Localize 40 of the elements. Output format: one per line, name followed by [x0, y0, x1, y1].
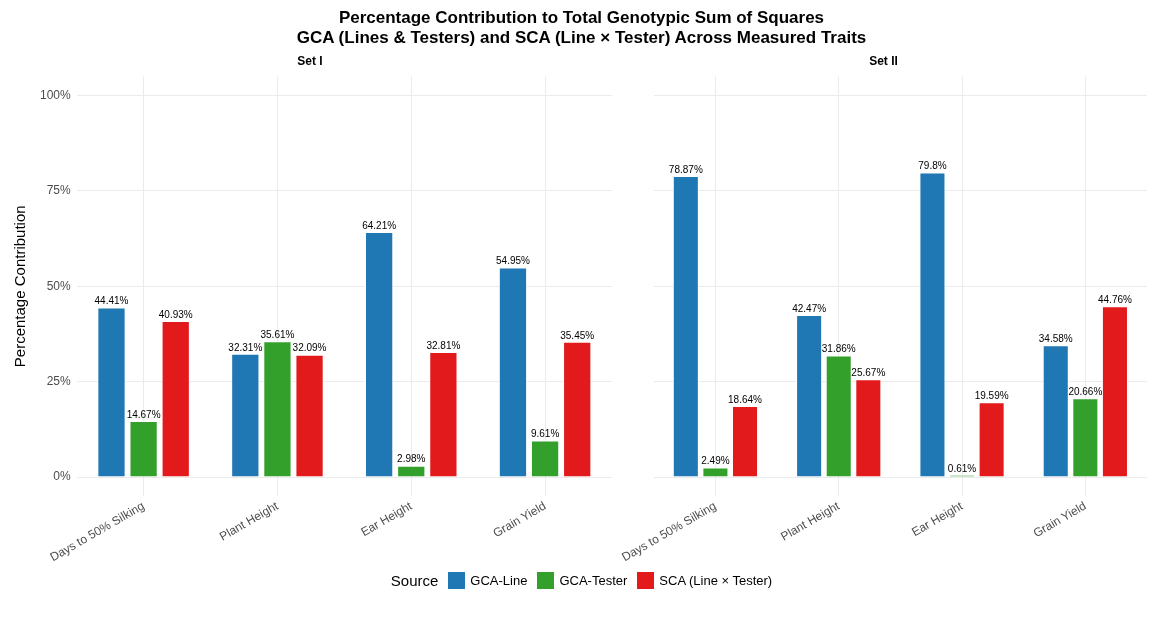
data-label: 78.87% — [668, 163, 703, 175]
y-tick-label: 50% — [46, 278, 72, 293]
data-label: 20.66% — [1068, 386, 1103, 397]
data-label: 64.21% — [362, 219, 397, 231]
data-label: 35.45% — [560, 329, 595, 341]
legend-label: SCA (Line × Tester) — [659, 573, 773, 588]
data-label: 34.58% — [1038, 332, 1073, 344]
x-tick-label: Grain Yield — [1030, 498, 1089, 541]
data-label: 2.49% — [701, 455, 730, 467]
legend-label: GCA-Line — [470, 573, 528, 588]
data-label: 79.8% — [918, 160, 947, 172]
text: Set I — [297, 53, 323, 68]
data-label: 32.09% — [292, 342, 327, 354]
data-label: 54.95% — [496, 255, 531, 267]
data-label: 44.41% — [94, 295, 129, 307]
data-label: 31.86% — [821, 343, 856, 355]
data-label: 32.81% — [426, 339, 461, 351]
legend-label: GCA-Tester — [559, 573, 628, 588]
data-label: 14.67% — [126, 408, 161, 420]
data-label: 42.47% — [792, 302, 827, 314]
data-label: 35.61% — [260, 328, 295, 340]
data-label: 40.93% — [158, 308, 193, 320]
data-label: 44.76% — [1097, 294, 1132, 306]
data-label: 9.61% — [530, 428, 560, 440]
data-label: 25.67% — [851, 366, 886, 378]
data-label: 32.31% — [228, 341, 263, 353]
y-tick-label: 75% — [46, 183, 72, 198]
data-label: 19.59% — [974, 390, 1009, 402]
y-tick-label: 0% — [53, 469, 72, 484]
y-tick-label: 100% — [39, 87, 72, 102]
y-tick-label: 25% — [46, 374, 72, 388]
data-label: 2.98% — [397, 453, 426, 465]
chart-title: Set II — [869, 53, 898, 68]
x-tick-label: Grain Yield — [490, 498, 549, 541]
legend-title: Source — [390, 572, 439, 589]
chart-subtitle: GCA (Lines & Testers) and SCA (Line × Tester) Across Measured Traits — [295, 28, 868, 48]
y-axis-title: Percentage Contribution — [11, 205, 29, 368]
chart-title: Percentage Contribution to Total Genotypic Sum of Squares — [337, 8, 826, 28]
data-label: 18.64% — [728, 393, 763, 405]
data-label: 0.61% — [947, 462, 977, 474]
